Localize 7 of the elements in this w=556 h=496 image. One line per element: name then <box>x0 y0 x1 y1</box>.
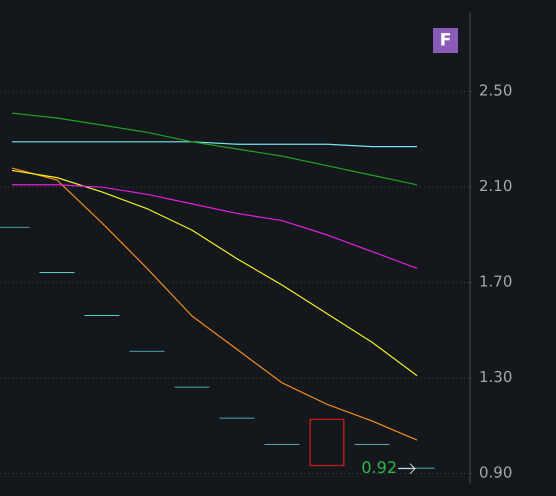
y-tick-label: 2.50 <box>479 82 512 100</box>
y-tick-label: 2.10 <box>479 177 512 196</box>
annotation: 0.92 <box>361 458 397 477</box>
annotation: F <box>440 30 452 50</box>
y-tick-label: 1.70 <box>479 272 512 290</box>
y-tick-label: 1.30 <box>479 368 512 386</box>
y-tick-label: 0.90 <box>479 463 512 482</box>
